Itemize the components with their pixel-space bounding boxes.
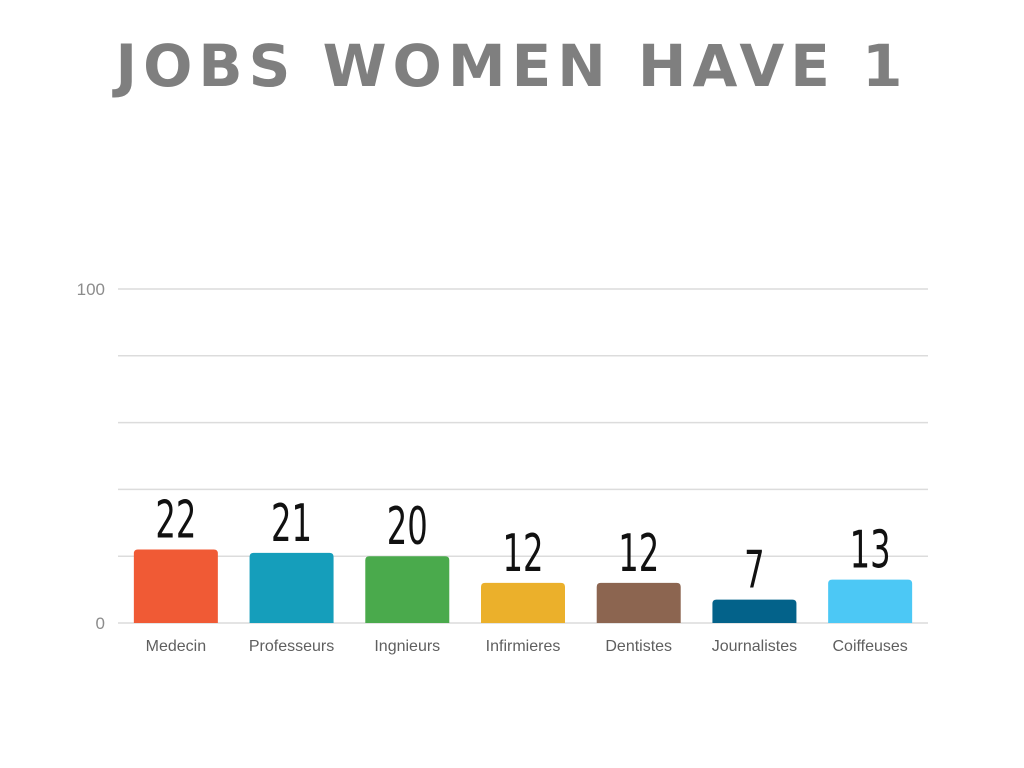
- bar-coiffeuses: [828, 579, 913, 623]
- category-label: Medecin: [146, 638, 206, 655]
- bars: [133, 549, 913, 623]
- category-label: Professeurs: [249, 638, 334, 655]
- bar-dentistes: [596, 582, 681, 623]
- data-label: 12: [502, 524, 543, 584]
- data-label: 21: [271, 494, 312, 554]
- category-label: Coiffeuses: [832, 638, 907, 655]
- bar-ingnieurs: [365, 556, 450, 623]
- y-axis-tick-labels: 0 100: [77, 280, 105, 633]
- bar-journalistes: [712, 599, 797, 623]
- data-label: 22: [155, 491, 196, 551]
- category-labels: Medecin Professeurs Ingnieurs Infirmieres De…: [146, 638, 908, 655]
- y-tick-label: 100: [77, 280, 105, 299]
- bar-infirmieres: [481, 582, 565, 623]
- page-title: JOBS WOMEN HAVE 1: [115, 32, 909, 100]
- category-label: Ingnieurs: [374, 638, 440, 655]
- data-label: 12: [618, 524, 659, 584]
- data-labels: 22 21 20 12 12 7 13: [155, 491, 890, 601]
- category-label: Infirmieres: [486, 638, 561, 655]
- data-label: 7: [744, 541, 765, 601]
- category-label: Journalistes: [712, 638, 797, 655]
- bar-medecin: [133, 549, 218, 623]
- bar-professeurs: [249, 552, 334, 623]
- data-label: 20: [387, 497, 428, 557]
- category-label: Dentistes: [605, 638, 672, 655]
- data-label: 13: [850, 521, 891, 581]
- y-tick-label: 0: [96, 614, 105, 633]
